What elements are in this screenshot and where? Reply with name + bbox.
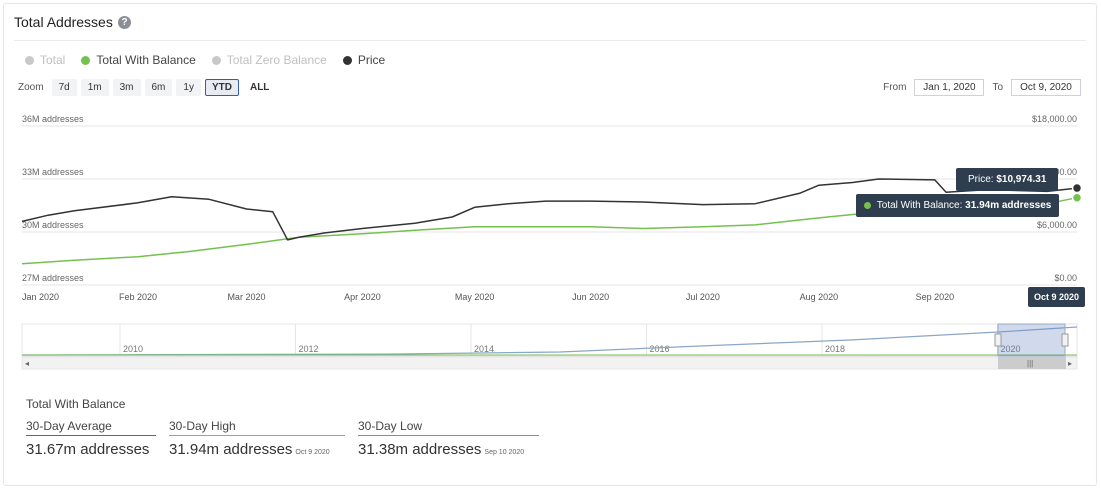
navigator-frame [21, 323, 1078, 357]
navigator-tick-label: 2020 [1001, 344, 1021, 354]
zoom-3m-button[interactable]: 3m [112, 79, 141, 96]
zoom-1m-button[interactable]: 1m [80, 79, 109, 96]
tooltip-date: Oct 9 2020 [1034, 292, 1080, 302]
navigator-scrollbar-track [21, 356, 1078, 370]
y-tick-label-right: $6,000.00 [1037, 220, 1077, 230]
legend-dot-icon [81, 55, 91, 65]
balance-tooltip: Total With Balance: 31.94m addresses [856, 194, 1060, 217]
legend-dot-icon [211, 55, 221, 65]
from-label: From [883, 82, 907, 93]
legend-label: Total With Balance [96, 53, 196, 67]
x-tick-label: Aug 2020 [800, 292, 839, 302]
x-tick-label: Sep 2020 [916, 292, 955, 302]
x-tick-label: Feb 2020 [119, 292, 157, 302]
y-tick-label-left: 33M addresses [22, 167, 84, 177]
card-title: Total Addresses [14, 14, 113, 30]
zoom-7d-button[interactable]: 7d [51, 79, 77, 96]
stat-30-day-average: 30-Day Average 31.67m addresses [26, 419, 156, 458]
chart-canvas: 36M addresses 33M addresses 30M addresses 2… [21, 114, 1083, 370]
legend-item-total-zero-balance[interactable]: Total Zero Balance [211, 53, 327, 67]
chart-markers [1071, 182, 1083, 203]
scroll-right-icon: ▸ [1068, 359, 1072, 368]
stat-value-text: 31.38m addresses [358, 441, 482, 458]
scroll-grip-icon: ||| [1027, 359, 1033, 368]
chart-legend: Total Total With Balance Total Zero Bala… [25, 53, 385, 67]
y-axis-left-labels: 36M addresses 33M addresses 30M addresses 2… [22, 114, 84, 283]
price-tooltip: Price: $10,974.31 [956, 168, 1059, 191]
stat-label: 30-Day Low [358, 419, 539, 436]
legend-label: Total [40, 53, 66, 67]
tooltip-balance-label: Total With Balance: [876, 200, 963, 211]
y-tick-label-left: 27M addresses [22, 273, 84, 283]
legend-item-price[interactable]: Price [342, 53, 386, 67]
navigator-tick-label: 2014 [474, 344, 494, 354]
legend-label: Price [357, 53, 386, 67]
zoom-all-button[interactable]: ALL [243, 79, 276, 96]
tooltip-price-value: $10,974.31 [996, 174, 1047, 185]
stats-panel: Total With Balance 30-Day Average 31.67m… [26, 397, 539, 458]
stats-title: Total With Balance [26, 397, 126, 411]
date-range: From To [883, 79, 1081, 96]
y-tick-label-left: 30M addresses [22, 220, 84, 230]
x-tick-label: Jul 2020 [686, 292, 720, 302]
stat-date: Sep 10 2020 [484, 449, 525, 456]
hover-marker [1071, 182, 1083, 194]
x-tick-label: May 2020 [455, 292, 495, 302]
navigator-tick-label: 2010 [123, 344, 143, 354]
y-tick-label-right: $0.00 [1054, 273, 1077, 283]
stat-label: 30-Day High [169, 419, 345, 436]
legend-dot-icon [25, 55, 34, 65]
zoom-controls: Zoom 7d 1m 3m 6m 1y YTD ALL [18, 79, 276, 96]
x-tick-label: Jan 2020 [22, 292, 59, 302]
legend-dot-icon [342, 55, 352, 65]
stat-30-day-high: 30-Day High 31.94m addresses Oct 9 2020 [169, 419, 345, 458]
tooltip-dot-icon [864, 201, 871, 209]
zoom-6m-button[interactable]: 6m [144, 79, 173, 96]
stat-value-text: 31.67m addresses [26, 441, 150, 458]
stat-30-day-low: 30-Day Low 31.38m addresses Sep 10 2020 [358, 419, 539, 458]
navigator-handle-right [1061, 333, 1069, 347]
y-tick-label-right: $18,000.00 [1032, 114, 1077, 124]
navigator-selection [997, 323, 1066, 357]
stat-date: Oct 9 2020 [295, 449, 330, 456]
zoom-label: Zoom [18, 82, 44, 93]
hover-marker [1071, 192, 1083, 203]
zoom-ytd-button[interactable]: YTD [204, 79, 239, 96]
stat-value-text: 31.94m addresses [169, 441, 293, 458]
tooltip-balance-value: 31.94m addresses [965, 200, 1052, 211]
date-tooltip: Oct 9 2020 [1028, 287, 1086, 307]
stat-value: 31.94m addresses Oct 9 2020 [169, 441, 345, 458]
navigator-tick-label: 2012 [299, 344, 319, 354]
legend-label: Total Zero Balance [226, 53, 327, 67]
scroll-left-icon: ◂ [25, 359, 29, 368]
y-tick-label-left: 36M addresses [22, 114, 84, 124]
tooltip-price-label: Price: [968, 174, 994, 185]
x-tick-label: Jun 2020 [572, 292, 609, 302]
question-icon[interactable]: ? [118, 16, 131, 29]
x-tick-label: Mar 2020 [227, 292, 265, 302]
title-divider [14, 40, 1086, 41]
legend-item-total[interactable]: Total [25, 53, 65, 67]
x-axis-labels: Jan 2020 Feb 2020 Mar 2020 Apr 2020 May 2020… [22, 292, 954, 302]
navigator: 2010 2012 2014 2016 2018 2020 ◂ ▸ ||| [21, 323, 1078, 370]
zoom-1y-button[interactable]: 1y [176, 79, 201, 96]
series-line-price [21, 178, 1078, 241]
stat-value: 31.38m addresses Sep 10 2020 [358, 441, 539, 458]
legend-item-total-with-balance[interactable]: Total With Balance [81, 53, 196, 67]
to-label: To [992, 82, 1003, 93]
x-tick-label: Apr 2020 [344, 292, 381, 302]
to-date-input[interactable] [1011, 79, 1081, 96]
stat-label: 30-Day Average [26, 419, 156, 436]
navigator-tick-label: 2018 [825, 344, 845, 354]
stat-value: 31.67m addresses [26, 441, 156, 458]
navigator-handle-left [994, 333, 1002, 347]
chart-series [21, 178, 1078, 265]
navigator-scrollbar-thumb [998, 357, 1066, 369]
navigator-tick-label: 2016 [650, 344, 670, 354]
from-date-input[interactable] [914, 79, 985, 96]
